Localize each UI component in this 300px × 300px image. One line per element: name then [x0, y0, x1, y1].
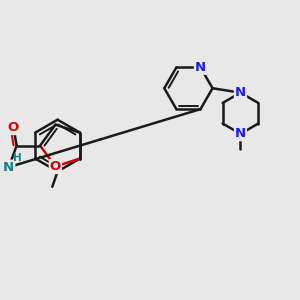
- Text: H: H: [13, 153, 22, 163]
- Text: O: O: [8, 121, 19, 134]
- Text: N: N: [195, 61, 206, 74]
- Text: O: O: [50, 160, 61, 173]
- Text: N: N: [3, 160, 14, 174]
- Text: N: N: [235, 86, 246, 99]
- Text: N: N: [235, 127, 246, 140]
